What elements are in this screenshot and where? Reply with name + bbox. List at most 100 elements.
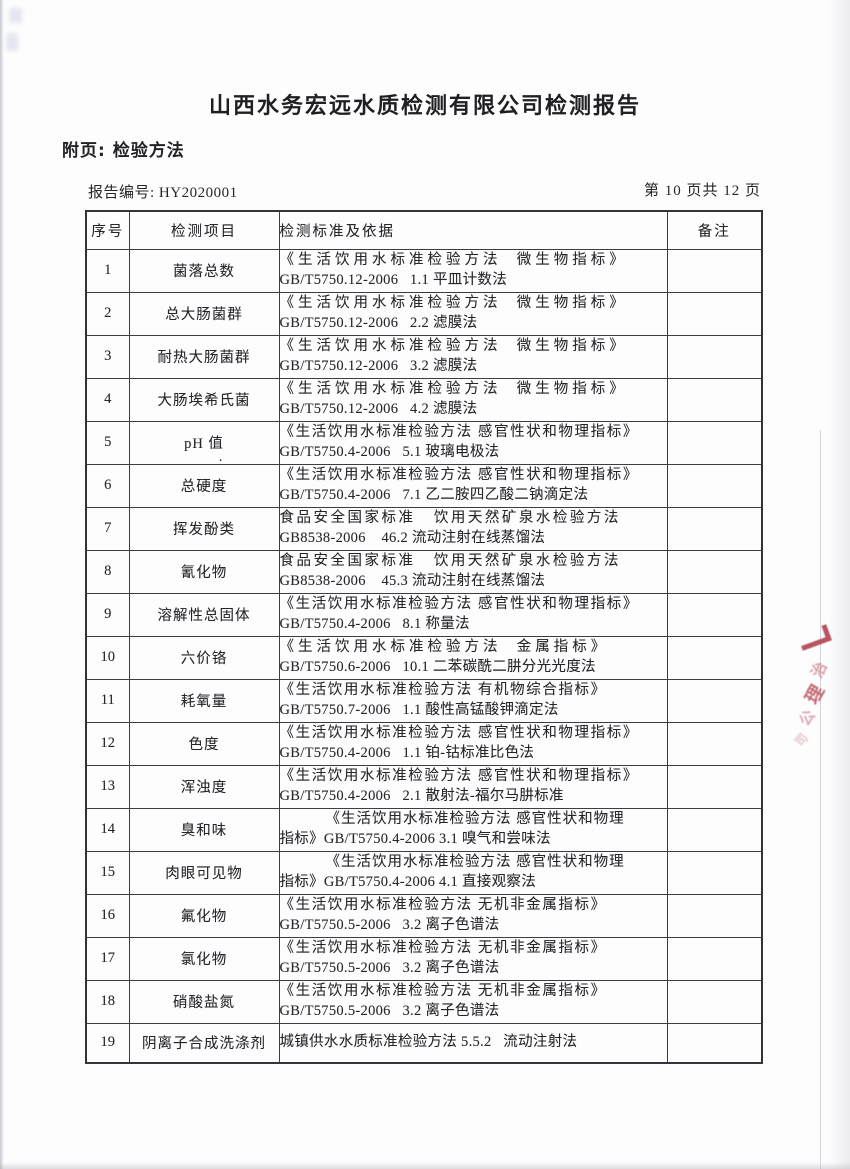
standard-line-1: 《生活饮用水标准检验方法 微生物指标》 [279,295,628,311]
table-header-row: 序号 检测项目 检测标准及依据 备注 [85,210,763,250]
cell-serial-no: 1 [85,248,130,293]
table-row: 7 挥发酚类 食品安全国家标准 饮用天然矿泉水检验方法 GB8538-2006 … [85,506,763,551]
standard-line-2: GB/T5750.4-2006 2.1 散射法-福尔马肼标准 [279,787,564,804]
cell-standard: 《生活饮用水标准检验方法 无机非金属指标》 GB/T5750.5-2006 3.… [278,893,668,938]
cell-test-item: 菌落总数 [128,248,280,293]
standard-line-2: GB/T5750.5-2006 3.2 离子色谱法 [279,916,500,933]
cell-standard: 《生活饮用水标准检验方法 无机非金属指标》 GB/T5750.5-2006 3.… [278,936,668,981]
scan-edge-right [828,0,850,1169]
table-row: 4 大肠埃希氏菌 《生活饮用水标准检验方法 微生物指标》 GB/T5750.12… [85,377,763,422]
standard-line-1: 食品安全国家标准 饮用天然矿泉水检验方法 [279,553,621,569]
cell-standard: 《生活饮用水标准检验方法 微生物指标》 GB/T5750.12-2006 1.1… [278,248,668,293]
standard-line-1: 《生活饮用水标准检验方法 无机非金属指标》 [279,940,607,956]
cell-test-item: 色度 [128,721,280,766]
standard-line-2: GB8538-2006 45.3 流动注射在线蒸馏法 [279,572,546,589]
standard-line-1: 《生活饮用水标准检验方法 感官性状和物理指标》 [279,424,639,440]
standard-line-1: 《生活饮用水标准检验方法 无机非金属指标》 [279,983,607,999]
cell-standard: 《生活饮用水标准检验方法 微生物指标》 GB/T5750.12-2006 3.2… [278,334,668,379]
standard-line-2: GB/T5750.12-2006 4.2 滤膜法 [279,400,478,417]
standard-line-1: 《生活饮用水标准检验方法 金属指标》 [279,639,610,655]
cell-test-item: 耗氧量 [128,678,280,723]
table-row: 9 溶解性总固体 《生活饮用水标准检验方法 感官性状和物理指标》 GB/T575… [85,592,763,637]
table-row: 16 氟化物 《生活饮用水标准检验方法 无机非金属指标》 GB/T5750.5-… [85,893,763,938]
standard-line-2: GB/T5750.5-2006 3.2 离子色谱法 [279,959,500,976]
cell-test-item: 浑浊度 [128,764,280,809]
scan-edge-bottom [0,1162,850,1169]
seal-stroke [797,624,832,651]
cell-remark [666,334,763,379]
cell-remark [666,764,763,809]
page-subtitle: 附页: 检验方法 [62,141,185,161]
table-row: 2 总大肠菌群 《生活饮用水标准检验方法 微生物指标》 GB/T5750.12-… [85,291,763,336]
cell-standard: 《生活饮用水标准检验方法 感官性状和物理指标》 GB/T5750.4-2006 … [278,420,668,465]
standard-line-2: GB/T5750.4-2006 1.1 铂-钴标准比色法 [279,744,535,761]
table-row: 12 色度 《生活饮用水标准检验方法 感官性状和物理指标》 GB/T5750.4… [85,721,763,766]
cell-remark [666,635,763,680]
cell-serial-no: 3 [85,334,130,379]
standard-line-1: 《生活饮用水标准检验方法 感官性状和物理 [325,854,625,870]
cell-test-item: 溶解性总固体 [128,592,280,637]
cell-standard: 食品安全国家标准 饮用天然矿泉水检验方法 GB8538-2006 45.3 流动… [278,549,668,594]
standard-line-2: GB/T5750.7-2006 1.1 酸性高锰酸钾滴定法 [279,701,559,718]
cell-remark [666,377,763,422]
cell-serial-no: 7 [85,506,130,551]
cell-remark [666,506,763,551]
meta-row: 报告编号: HY2020001 第 10 页共 12 页 [85,181,761,203]
cell-test-item: 大肠埃希氏菌 [128,377,280,422]
standard-line-1: 《生活饮用水标准检验方法 感官性状和物理指标》 [279,768,639,784]
table-row: 8 氰化物 食品安全国家标准 饮用天然矿泉水检验方法 GB8538-2006 4… [85,549,763,594]
cell-remark [666,291,763,336]
header-standard: 检测标准及依据 [278,210,668,250]
standard-line-2: GB/T5750.4-2006 8.1 称量法 [279,615,470,632]
standard-line-1: 《生活饮用水标准检验方法 感官性状和物理指标》 [279,596,639,612]
cell-standard: 《生活饮用水标准检验方法 微生物指标》 GB/T5750.12-2006 2.2… [278,291,668,336]
standard-line-2: 指标》GB/T5750.4-2006 3.1 嗅气和尝味法 [279,830,551,847]
cell-standard: 《生活饮用水标准检验方法 感官性状和物理指标》 GB/T5750.4-2006 … [278,721,668,766]
seal-glyph: 理 [801,681,829,708]
cell-test-item: 耐热大肠菌群 [128,334,280,379]
cell-standard: 食品安全国家标准 饮用天然矿泉水检验方法 GB8538-2006 46.2 流动… [278,506,668,551]
scan-smudge [9,8,22,23]
standard-line-1: 《生活饮用水标准检验方法 感官性状和物理指标》 [279,467,639,483]
report-title: 山西水务宏远水质检测有限公司检测报告 [208,94,641,119]
standard-line-1: 《生活饮用水标准检验方法 无机非金属指标》 [279,897,607,913]
cell-standard: 城镇供水水质标准检验方法 5.5.2 流动注射法 [278,1022,668,1064]
standard-line-1: 《生活饮用水标准检验方法 微生物指标》 [279,381,628,397]
standard-line-2: GB8538-2006 46.2 流动注射在线蒸馏法 [279,529,546,546]
cell-serial-no: 15 [85,850,130,895]
cell-test-item: 硝酸盐氮 [128,979,280,1024]
seal-glyph: 司 [792,730,811,749]
standard-line-1: 《生活饮用水标准检验方法 感官性状和物理指标》 [279,725,639,741]
cell-remark [666,721,763,766]
cell-test-item: 氰化物 [128,549,280,594]
cell-standard: 《生活饮用水标准检验方法 感官性状和物理指标》 GB/T5750.4-2006 … [278,592,668,637]
table-row: 18 硝酸盐氮 《生活饮用水标准检验方法 无机非金属指标》 GB/T5750.5… [85,979,763,1024]
methods-table: 序号 检测项目 检测标准及依据 备注 1 菌落总数 《生活饮用水标准检验方法 微… [85,210,763,1064]
standard-line-1: 食品安全国家标准 饮用天然矿泉水检验方法 [279,510,621,526]
standard-line-1: 《生活饮用水标准检验方法 微生物指标》 [279,252,628,268]
cell-test-item: 氯化物 [128,936,280,981]
cell-standard: 《生活饮用水标准检验方法 无机非金属指标》 GB/T5750.5-2006 3.… [278,979,668,1024]
cell-test-item: 六价铬 [128,635,280,680]
cell-serial-no: 12 [85,721,130,766]
cell-remark [666,1022,763,1064]
cell-remark [666,850,763,895]
table-row: 5 pH 值 《生活饮用水标准检验方法 感官性状和物理指标》 GB/T5750.… [85,420,763,466]
standard-line-2: GB/T5750.4-2006 7.1 乙二胺四乙酸二钠滴定法 [279,486,589,503]
header-remark: 备注 [666,210,763,250]
cell-serial-no: 10 [85,635,130,680]
cell-serial-no: 18 [85,979,130,1024]
cell-remark [666,592,763,637]
standard-line-1: 《生活饮用水标准检验方法 有机物综合指标》 [279,682,607,698]
table-row: 11 耗氧量 《生活饮用水标准检验方法 有机物综合指标》 GB/T5750.7-… [85,678,763,723]
cell-standard: 《生活饮用水标准检验方法 感官性状和物理 指标》GB/T5750.4-2006 … [278,850,668,895]
cell-remark [666,936,763,981]
cell-serial-no: 2 [85,291,130,336]
cell-standard: 《生活饮用水标准检验方法 有机物综合指标》 GB/T5750.7-2006 1.… [278,678,668,723]
cell-test-item: 肉眼可见物 [128,850,280,895]
cell-test-item: 总大肠菌群 [128,291,280,336]
standard-line-2: GB/T5750.12-2006 3.2 滤膜法 [279,357,478,374]
cell-remark [666,678,763,723]
table-body: 1 菌落总数 《生活饮用水标准检验方法 微生物指标》 GB/T5750.12-2… [85,248,763,1064]
cell-serial-no: 11 [85,678,130,723]
